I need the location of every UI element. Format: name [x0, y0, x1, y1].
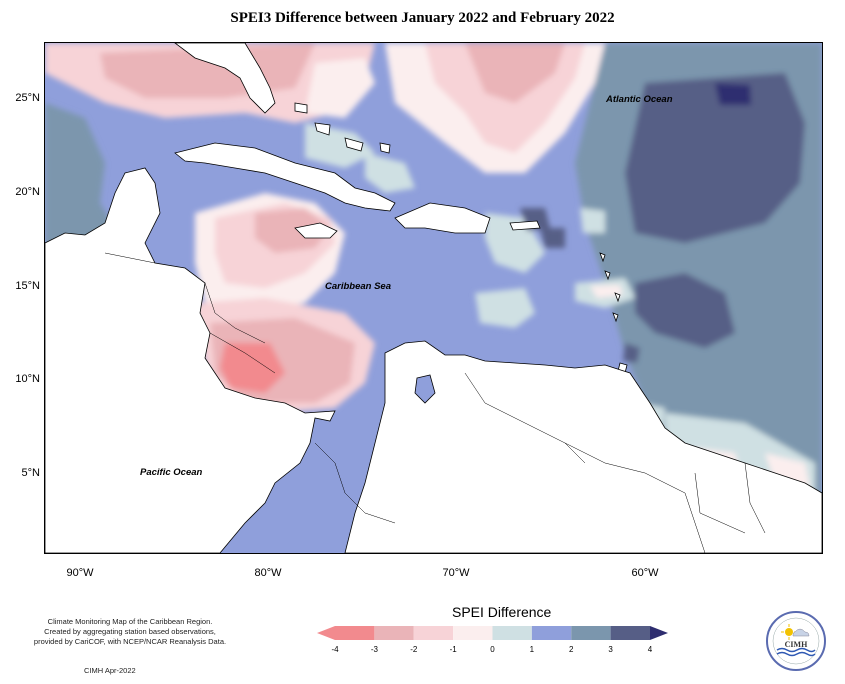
cimh-logo: CIMH: [766, 611, 826, 671]
legend-swatch: [374, 626, 414, 640]
legend-colorbar: -4 -3 -2 -1 0 1 2 3 4: [317, 626, 668, 654]
lon-label-70w: 70°W: [442, 567, 470, 579]
footnote-line-3: provided by CariCOF, with NCEP/NCAR Rean…: [33, 637, 227, 646]
legend-swatch: [492, 626, 532, 640]
legend-tick-label: 3: [608, 645, 613, 654]
legend-tick-label: -1: [450, 645, 458, 654]
footnote: Climate Monitoring Map of the Caribbean …: [20, 617, 240, 647]
legend-swatch: [335, 626, 375, 640]
country-borders: [104, 252, 766, 553]
map-title: SPEI3 Difference between January 2022 an…: [230, 10, 615, 26]
spei-map: [45, 43, 822, 553]
lon-label-90w: 90°W: [66, 567, 94, 579]
logo-text: CIMH: [785, 640, 808, 649]
legend-title: SPEI Difference: [452, 604, 552, 620]
legend-tick-label: -4: [331, 645, 339, 654]
legend-tick-label: 4: [648, 645, 653, 654]
lon-label-60w: 60°W: [631, 567, 659, 579]
footnote-line-2: Created by aggregating station based obs…: [44, 627, 216, 636]
legend-swatch-left-cap: [317, 626, 335, 640]
lat-label-15n: 15°N: [15, 280, 40, 292]
cimh-sun-logo-icon: [776, 624, 816, 657]
lat-label-20n: 20°N: [15, 186, 40, 198]
land-masses: [45, 43, 822, 553]
footnote-line-1: Climate Monitoring Map of the Caribbean …: [47, 617, 213, 626]
lat-label-25n: 25°N: [15, 92, 40, 104]
legend-tick-label: 0: [490, 645, 495, 654]
atlantic-ocean-label: Atlantic Ocean: [606, 94, 673, 105]
map-panel[interactable]: [44, 42, 823, 554]
legend-swatch: [453, 626, 493, 640]
legend-swatch-right-cap: [650, 626, 668, 640]
spei-contours: [45, 43, 822, 553]
pacific-ocean-label: Pacific Ocean: [140, 467, 203, 478]
legend-swatch: [531, 626, 572, 640]
lon-label-80w: 80°W: [254, 567, 282, 579]
legend-tick-label: 2: [569, 645, 574, 654]
caribbean-sea-label: Caribbean Sea: [325, 281, 391, 292]
lat-label-5n: 5°N: [21, 467, 40, 479]
legend-tick-label: -3: [371, 645, 379, 654]
legend-swatch: [610, 626, 650, 640]
credit-text: CIMH Apr-2022: [84, 666, 136, 675]
lat-label-10n: 10°N: [15, 373, 40, 385]
legend-swatch: [413, 626, 454, 640]
legend-tick-label: -2: [410, 645, 418, 654]
legend-swatch: [571, 626, 611, 640]
legend-tick-label: 1: [530, 645, 535, 654]
